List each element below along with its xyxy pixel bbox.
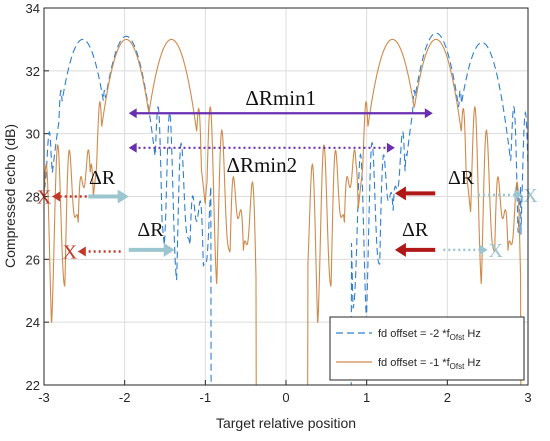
x-tick-label: -3	[38, 390, 50, 405]
annotation-arrow	[394, 242, 436, 257]
marker-arrow-head	[52, 191, 60, 202]
annotation-arrow-head	[386, 142, 395, 153]
annotation-label: ΔRmin2	[226, 153, 297, 177]
y-tick-label: 34	[26, 1, 40, 16]
legend-box	[329, 316, 525, 381]
marker-arrow-head	[77, 246, 86, 257]
annotation-label: ΔR	[448, 167, 475, 189]
x-tick-label: 1	[363, 390, 370, 405]
annotation-arrow	[128, 142, 395, 153]
legend-label-subscript: Ofst	[450, 333, 465, 342]
x-marker: X	[523, 185, 538, 207]
y-axis-label: Compressed echo (dB)	[2, 124, 18, 268]
y-tick-label: 26	[26, 252, 40, 267]
legend-label-subscript: Ofst	[450, 362, 465, 371]
annotation-label: ΔR	[89, 167, 116, 189]
x-marker: X	[489, 240, 504, 262]
annotation-arrow-tail-head	[128, 108, 137, 119]
legend-label-main: fd offset = -1 *f	[378, 357, 451, 369]
legend-label: fd offset = -2 *fOfst Hz	[378, 328, 481, 342]
y-tick-label: 30	[26, 127, 40, 142]
annotation-arrow-head	[163, 242, 175, 257]
legend-label-unit: Hz	[464, 328, 481, 340]
annotation-label: ΔR	[402, 219, 429, 241]
legend-label-main: fd offset = -2 *f	[378, 328, 451, 340]
marker-arrow-head	[514, 189, 523, 200]
x-tick-label: -2	[119, 390, 131, 405]
annotation-label: ΔR	[137, 219, 164, 241]
annotation-arrow-head	[424, 108, 433, 119]
tick-labels: -3 -2 -1 0 1 2 3 22 24 26 28 30 32 34	[26, 1, 532, 405]
annotation-arrow	[128, 242, 175, 257]
marker-arrow	[52, 191, 87, 202]
series-layer	[44, 32, 528, 385]
annotation-arrow	[128, 108, 433, 119]
marker-arrow-head	[479, 244, 488, 255]
series-line	[44, 38, 522, 385]
series-line	[44, 32, 528, 385]
y-tick-label: 28	[26, 190, 40, 205]
annotation-arrow-head	[117, 189, 129, 204]
x-tick-label: 0	[282, 390, 289, 405]
x-tick-label: 3	[524, 390, 531, 405]
x-marker: X	[63, 241, 78, 263]
annotation-arrow-tail-head	[128, 142, 137, 153]
annotation-arrow	[88, 189, 129, 204]
x-axis-label: Target relative position	[216, 415, 356, 431]
marker-arrow	[443, 244, 488, 255]
y-tick-label: 32	[26, 64, 40, 79]
annotation-arrow	[394, 186, 436, 201]
plot-frame	[43, 7, 529, 386]
legend-label-unit: Hz	[464, 357, 481, 369]
annotation-label: ΔRmin1	[245, 86, 316, 110]
marker-arrow	[477, 189, 523, 200]
y-tick-label: 22	[26, 378, 40, 393]
annotation-arrow-head	[394, 186, 406, 201]
x-tick-label: -1	[200, 390, 212, 405]
annotation-arrow-head	[394, 242, 406, 257]
x-tick-label: 2	[444, 390, 451, 405]
y-tick-label: 24	[26, 315, 40, 330]
legend-label: fd offset = -1 *fOfst Hz	[378, 357, 481, 371]
marker-arrow	[77, 246, 121, 257]
